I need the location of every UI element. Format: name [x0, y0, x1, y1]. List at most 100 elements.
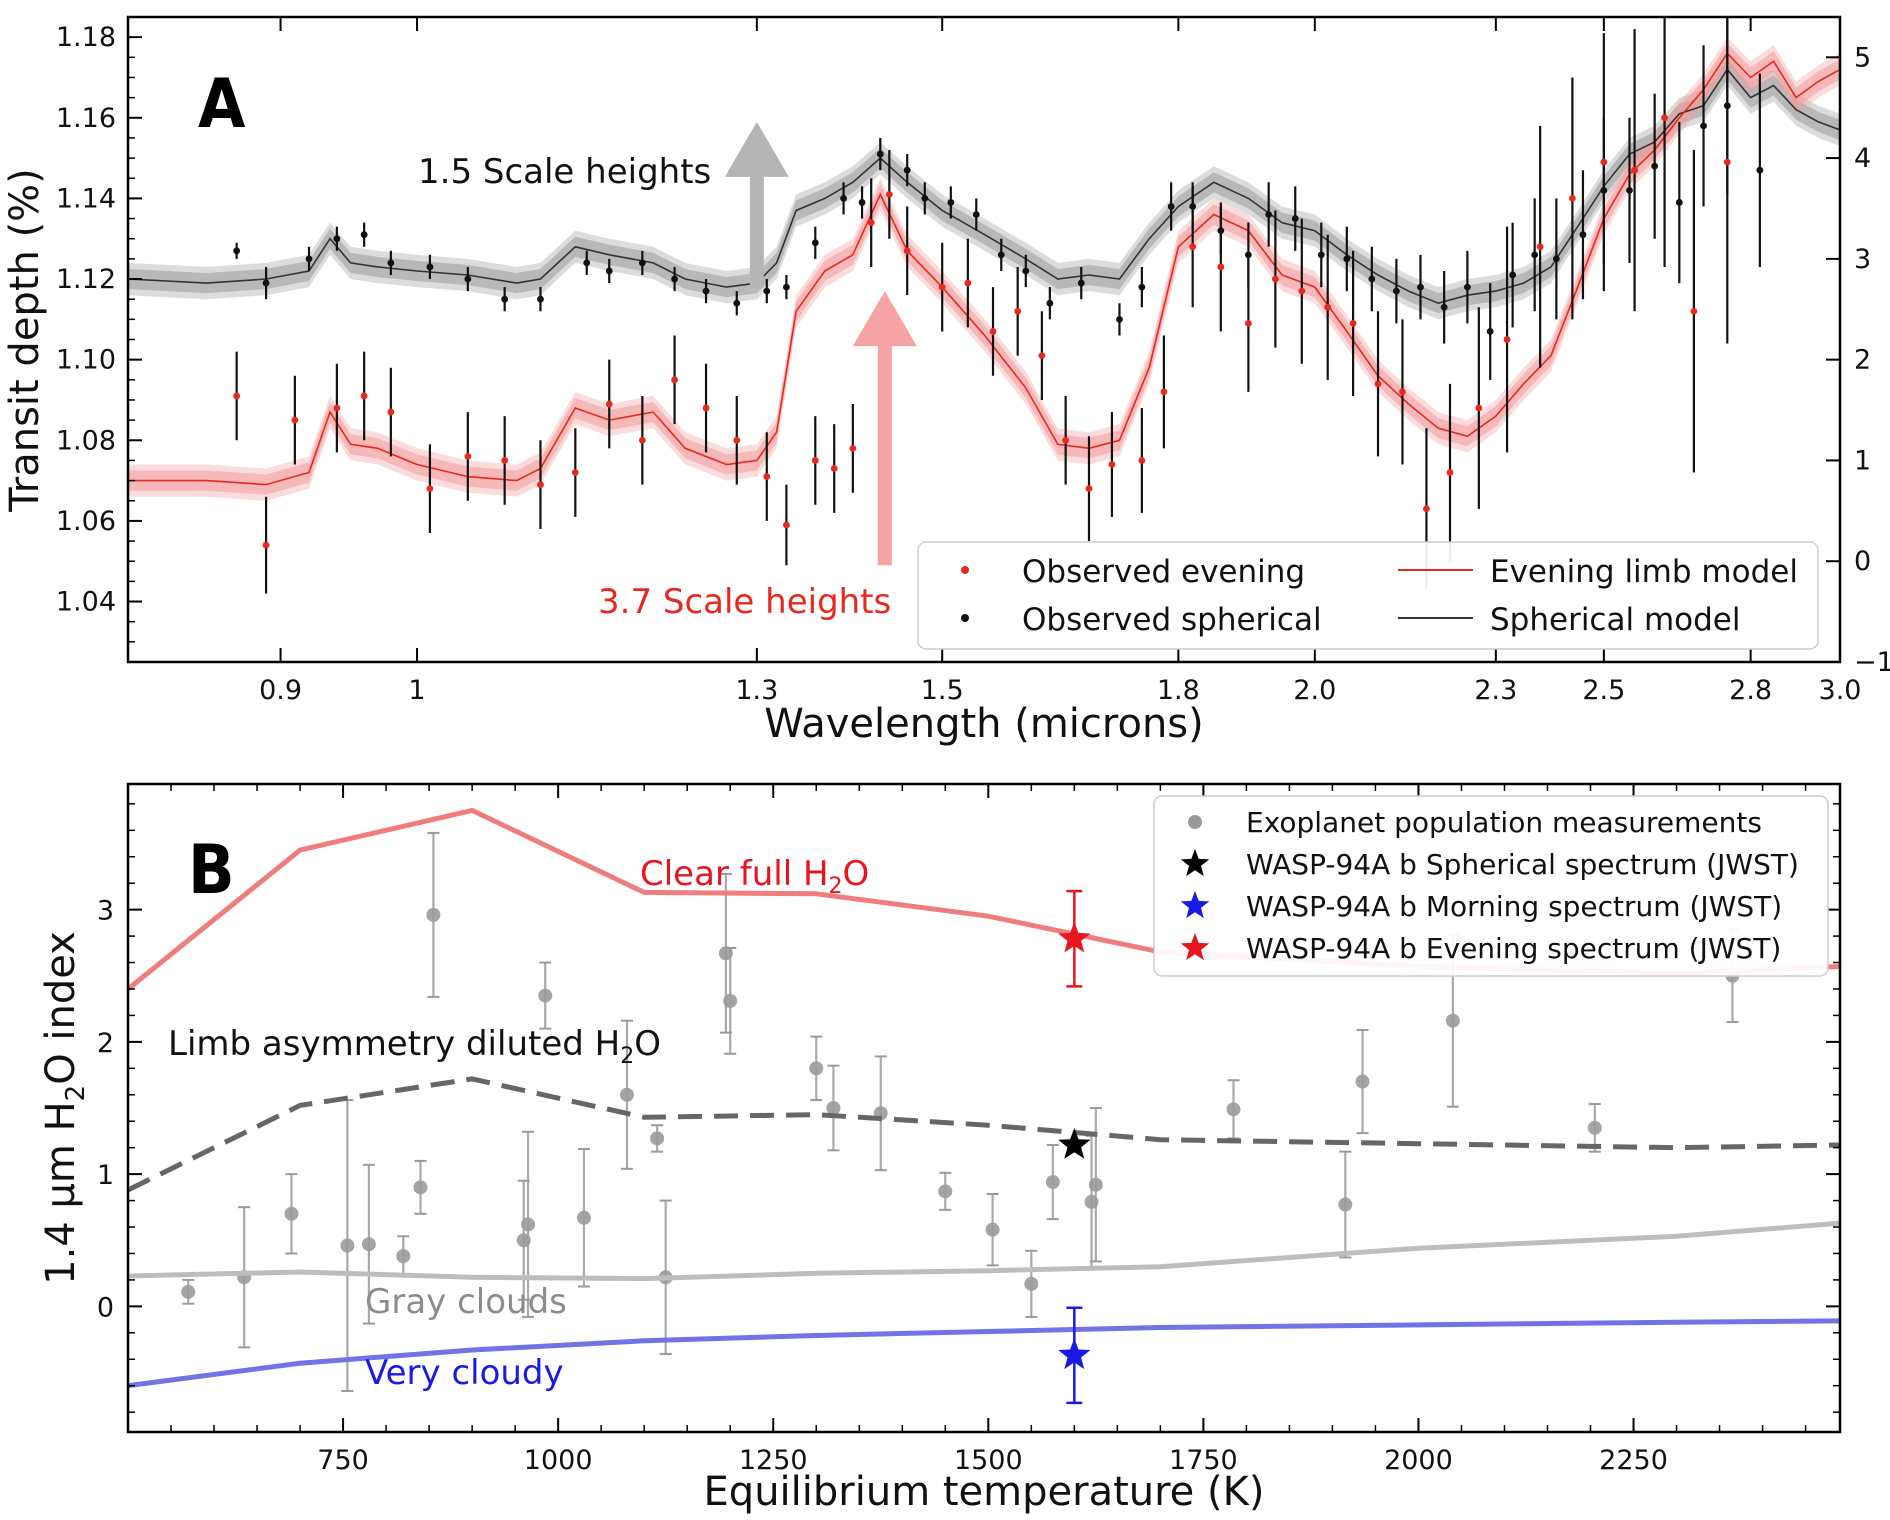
- legend: Exoplanet population measurements WASP-9…: [1153, 795, 1829, 977]
- x-tick-label: 2.5: [1582, 675, 1625, 706]
- plot-frame: [126, 782, 1842, 1434]
- population-point: [826, 1101, 841, 1115]
- observed-spherical-point: [1116, 315, 1123, 323]
- observed-spherical-point: [233, 247, 241, 255]
- y-axis-label: 1.4 μm H2O index: [38, 931, 91, 1285]
- y-tick-label: 2: [97, 1028, 114, 1059]
- legend-label-evening-limb-model: Evening limb model: [1490, 554, 1798, 590]
- observed-spherical-point: [262, 279, 270, 287]
- observed-evening-point: [1062, 436, 1070, 444]
- y-tick-label: 1.10: [56, 345, 116, 376]
- x-tick-label: 2.3: [1474, 675, 1517, 706]
- population-point: [576, 1210, 591, 1225]
- population-point: [1045, 1175, 1060, 1190]
- scale-height-arrows: [724, 121, 917, 566]
- observed-evening-point: [1374, 380, 1382, 388]
- curve-label-gray-clouds: Gray clouds: [365, 1282, 567, 1322]
- observed-spherical-point: [1417, 283, 1424, 291]
- observed-spherical-point: [1022, 267, 1030, 275]
- observed-evening-point: [1189, 243, 1197, 251]
- observed-evening-point: [1690, 307, 1698, 315]
- observed-spherical-point: [1756, 166, 1764, 174]
- legend-star-markers: [1180, 849, 1210, 961]
- y-tick-label: 0: [97, 1292, 114, 1323]
- limb-asymmetry-diluted-h2o-curve: [128, 1076, 1840, 1193]
- observed-evening-point: [702, 404, 710, 412]
- observed-evening-point: [830, 465, 838, 472]
- observed-evening-point: [1298, 287, 1306, 295]
- axis-ticks: 0.9 1 1.3 1.5 1.8 2.0 2.3 2.5 2.8 3.0 1.04 1.06 1.08…: [56, 16, 1890, 706]
- population-point: [538, 988, 553, 1003]
- observed-spherical-point: [1440, 303, 1448, 311]
- observed-spherical-point: [333, 235, 341, 243]
- y2-tick-label: 2: [1854, 345, 1871, 376]
- observed-evening-point: [1085, 485, 1093, 493]
- observed-evening-point: [1160, 388, 1168, 396]
- observed-spherical-point: [638, 259, 646, 267]
- observed-evening-point: [763, 473, 771, 480]
- population-point: [181, 1284, 196, 1299]
- legend-box: [917, 541, 1819, 650]
- annotation-red: 3.7 Scale heights: [598, 582, 891, 622]
- population-point: [1355, 1074, 1370, 1089]
- legend-label-observed-evening: Observed evening: [1022, 554, 1305, 590]
- observed-spherical-point: [947, 199, 955, 206]
- observed-spherical-point: [1700, 122, 1707, 130]
- population-point: [809, 1061, 824, 1076]
- annotation-gray: 1.5 Scale heights: [418, 152, 711, 192]
- x-tick-label: 2000: [1384, 1445, 1453, 1476]
- x-tick-label: 3.0: [1819, 675, 1862, 706]
- x-tick-label: 1500: [954, 1445, 1023, 1476]
- legend-label-morning: WASP-94A b Morning spectrum (JWST): [1246, 890, 1782, 923]
- y2-tick-label: 5: [1854, 42, 1871, 73]
- y2-tick-label: 4: [1854, 143, 1871, 174]
- observed-spherical-point: [583, 259, 591, 267]
- legend-label-evening: WASP-94A b Evening spectrum (JWST): [1246, 932, 1781, 965]
- x-tick-label: 2.0: [1293, 675, 1336, 706]
- axis-ticks: 750 1000 1250 1500 1750 2000 2250 0 1 2 3: [97, 784, 1840, 1476]
- observed-evening-point: [426, 485, 434, 493]
- population-point: [1338, 1197, 1353, 1212]
- observed-spherical-point: [876, 150, 884, 158]
- observed-evening-point: [605, 400, 613, 408]
- observed-spherical-point: [1463, 283, 1471, 291]
- observed-evening-point: [811, 457, 819, 464]
- population-point: [361, 1237, 376, 1252]
- x-axis-label: Wavelength (microns): [764, 701, 1204, 747]
- observed-evening-point: [1503, 336, 1511, 343]
- legend-marker-population: [1188, 815, 1202, 829]
- observed-evening-point: [1038, 352, 1046, 360]
- legend-box: [1153, 795, 1829, 977]
- y-tick-label: 1.16: [56, 103, 116, 134]
- population-point: [619, 1087, 634, 1102]
- legend-star-2: [1180, 933, 1210, 961]
- observed-spherical-point: [840, 195, 847, 202]
- population-point: [426, 907, 441, 922]
- observed-spherical-point: [1392, 287, 1400, 295]
- curve-label-very-cloudy: Very cloudy: [365, 1353, 564, 1393]
- panel-label: B: [188, 831, 235, 910]
- observed-spherical-point: [702, 287, 710, 295]
- y-tick-label: 1.14: [56, 183, 116, 214]
- wasp94ab-evening-star: [1058, 921, 1091, 953]
- legend-marker-observed-spherical: [961, 614, 969, 622]
- observed-spherical-point: [1138, 283, 1146, 291]
- x-tick-label: 2.8: [1729, 675, 1772, 706]
- observed-spherical-point: [305, 255, 313, 263]
- y-tick-label: 1.08: [56, 425, 116, 456]
- observed-evening-point: [783, 521, 790, 529]
- legend: Observed evening Evening limb model Obse…: [917, 541, 1819, 650]
- wasp94ab-measurements: [1058, 889, 1091, 1405]
- observed-evening-point: [1108, 461, 1116, 468]
- observed-spherical-point: [1368, 275, 1376, 283]
- observed-spherical-point: [605, 267, 613, 275]
- legend-label-spherical: WASP-94A b Spherical spectrum (JWST): [1246, 848, 1799, 881]
- population-point: [1226, 1102, 1241, 1117]
- y-tick-label: 3: [97, 896, 114, 927]
- curve-label-diluted: Limb asymmetry diluted H2O: [168, 1024, 661, 1069]
- observed-spherical-point: [360, 231, 368, 239]
- observed-spherical-point: [1552, 255, 1560, 263]
- panel-b-water-index-chart: 750 1000 1250 1500 1750 2000 2250 0 1 2 3 B Clear …: [38, 782, 1842, 1515]
- observed-spherical-point: [1265, 211, 1273, 218]
- observed-spherical-point: [537, 295, 544, 303]
